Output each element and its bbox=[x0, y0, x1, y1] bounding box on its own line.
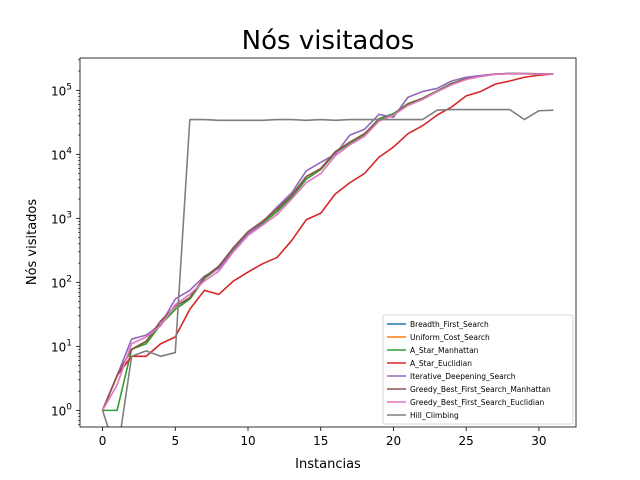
y-tick-label: 101 bbox=[51, 338, 72, 354]
y-tick-label: 104 bbox=[51, 146, 72, 162]
y-tick-label: 100 bbox=[51, 402, 72, 418]
x-tick-label: 0 bbox=[99, 434, 107, 448]
x-tick-label: 5 bbox=[171, 434, 179, 448]
y-axis: 100 101 102 103 104 105 bbox=[51, 59, 80, 425]
legend-label: Greedy_Best_First_Search_Euclidian bbox=[410, 398, 545, 407]
x-tick-label: 20 bbox=[386, 434, 401, 448]
chart-title: Nós visitados bbox=[242, 26, 415, 56]
x-tick-label: 30 bbox=[531, 434, 546, 448]
series-line bbox=[101, 73, 554, 411]
legend-box bbox=[382, 314, 574, 425]
legend: Breadth_First_Search Uniform_Cost_Search A… bbox=[382, 314, 574, 425]
series-line bbox=[101, 108, 554, 427]
legend-label: Breadth_First_Search bbox=[410, 320, 489, 329]
y-tick-label: 105 bbox=[51, 82, 72, 98]
legend-label: Greedy_Best_First_Search_Manhattan bbox=[410, 385, 551, 394]
legend-label: Iterative_Deepening_Search bbox=[410, 372, 516, 381]
x-axis-label: Instancias bbox=[295, 457, 361, 472]
y-tick-label: 103 bbox=[51, 210, 72, 226]
y-axis-label: Nós visitados bbox=[25, 199, 40, 286]
x-tick-label: 25 bbox=[459, 434, 474, 448]
x-tick-label: 10 bbox=[240, 434, 255, 448]
series-line bbox=[101, 72, 554, 411]
plot-lines bbox=[101, 72, 554, 427]
legend-label: Hill_Climbing bbox=[410, 411, 459, 420]
x-axis: 0 5 10 15 20 25 30 bbox=[99, 427, 547, 448]
legend-label: A_Star_Euclidian bbox=[410, 359, 472, 368]
legend-label: Uniform_Cost_Search bbox=[410, 333, 490, 342]
plot-frame bbox=[79, 57, 577, 428]
x-tick-label: 15 bbox=[313, 434, 328, 448]
y-tick-label: 102 bbox=[51, 274, 72, 290]
legend-label: A_Star_Manhattan bbox=[410, 346, 479, 355]
